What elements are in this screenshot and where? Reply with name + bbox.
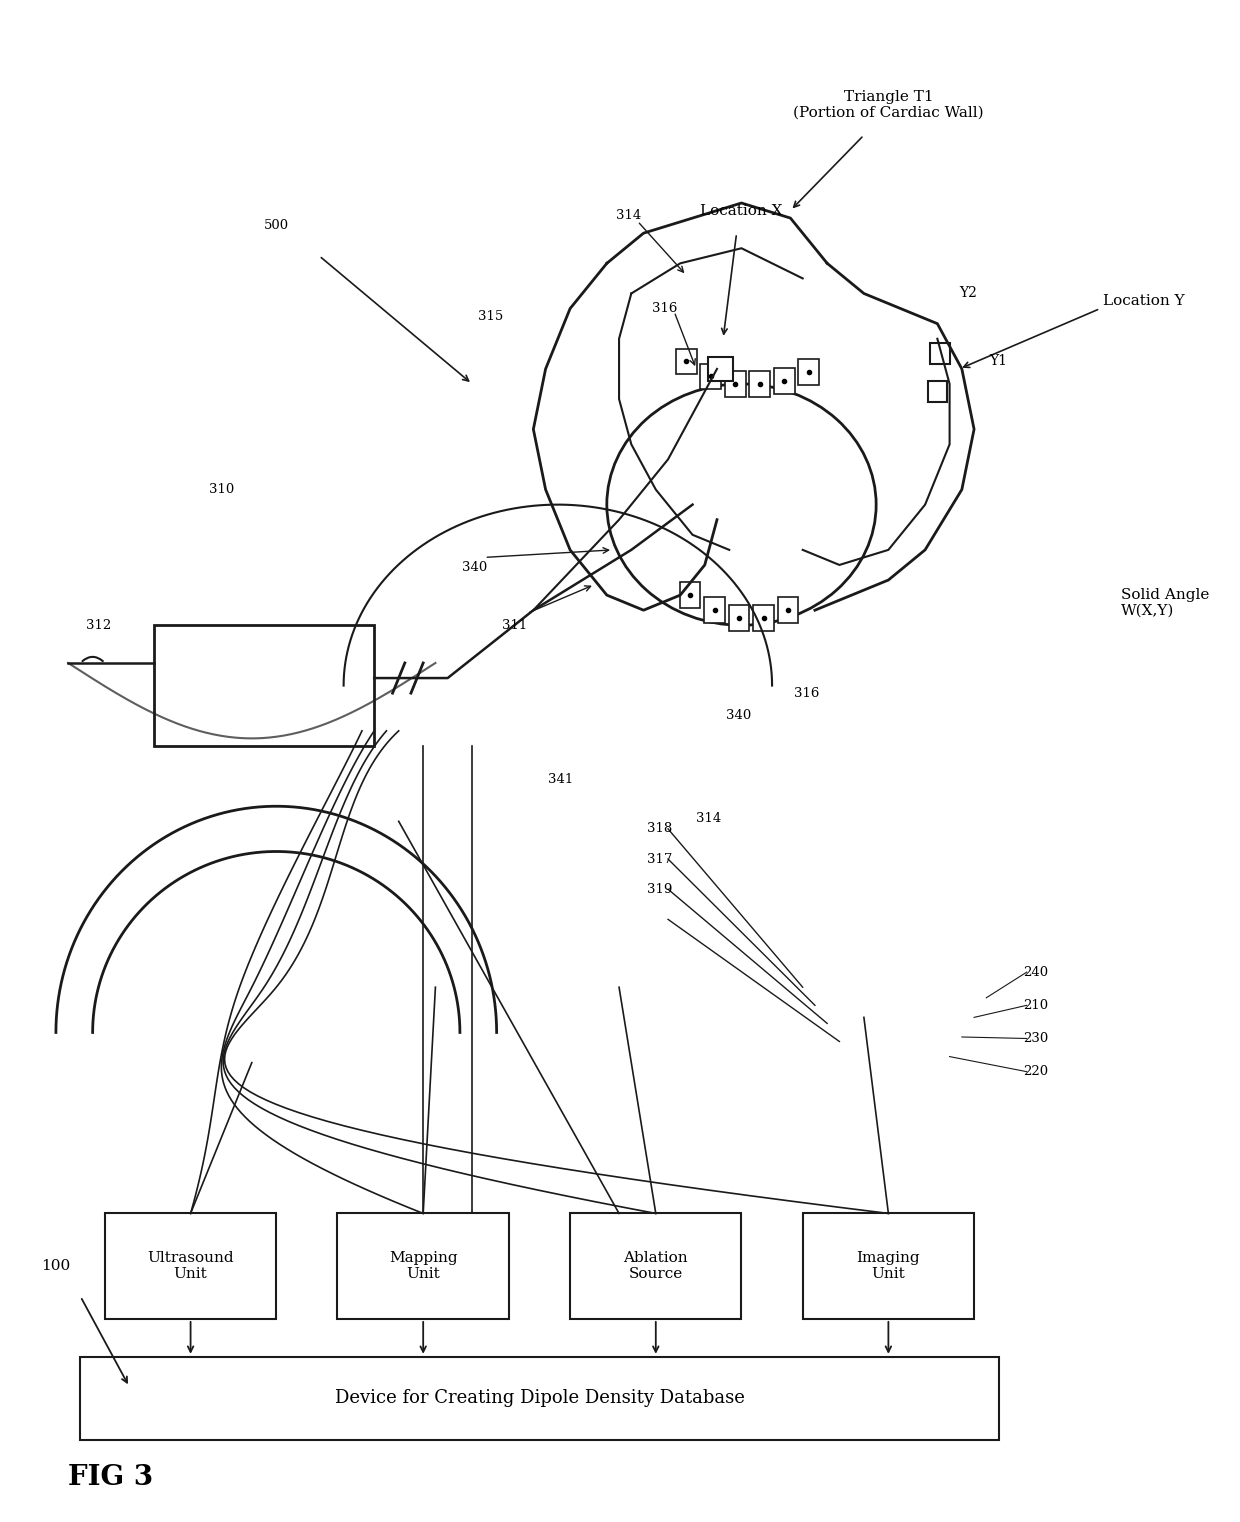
Text: 316: 316 — [794, 686, 820, 700]
Text: 340: 340 — [463, 562, 487, 574]
Text: Device for Creating Dipole Density Database: Device for Creating Dipole Density Datab… — [335, 1390, 744, 1408]
FancyBboxPatch shape — [81, 1356, 998, 1440]
FancyBboxPatch shape — [154, 626, 374, 746]
Text: Location X: Location X — [701, 204, 782, 218]
Text: Mapping
Unit: Mapping Unit — [389, 1251, 458, 1282]
Bar — [928, 380, 947, 402]
Text: 220: 220 — [1023, 1065, 1048, 1078]
Text: Location Y: Location Y — [1102, 294, 1184, 307]
Text: Triangle T1
(Portion of Cardiac Wall): Triangle T1 (Portion of Cardiac Wall) — [794, 90, 983, 120]
Text: 315: 315 — [477, 309, 503, 323]
Text: Solid Angle
W(X,Y): Solid Angle W(X,Y) — [1121, 587, 1209, 618]
Text: Y1: Y1 — [990, 355, 1008, 368]
Text: 500: 500 — [264, 219, 289, 233]
FancyBboxPatch shape — [105, 1213, 277, 1320]
Bar — [708, 356, 733, 380]
Text: 230: 230 — [1023, 1032, 1048, 1046]
Text: Ultrasound
Unit: Ultrasound Unit — [148, 1251, 234, 1282]
FancyBboxPatch shape — [802, 1213, 975, 1320]
Text: 310: 310 — [208, 482, 234, 496]
Text: 210: 210 — [1023, 998, 1048, 1012]
Text: 319: 319 — [647, 883, 672, 895]
Text: FIG 3: FIG 3 — [68, 1464, 154, 1492]
Text: Y2: Y2 — [959, 286, 977, 300]
Text: 340: 340 — [727, 709, 751, 723]
Bar — [930, 344, 950, 364]
Text: 100: 100 — [41, 1259, 71, 1274]
Text: 314: 314 — [616, 209, 641, 222]
Text: 318: 318 — [647, 822, 672, 836]
Text: 341: 341 — [548, 773, 573, 785]
Text: 312: 312 — [86, 619, 112, 632]
FancyBboxPatch shape — [570, 1213, 742, 1320]
FancyBboxPatch shape — [337, 1213, 508, 1320]
Text: 317: 317 — [647, 852, 672, 866]
Text: 316: 316 — [652, 301, 677, 315]
Text: 314: 314 — [696, 811, 720, 825]
Text: 240: 240 — [1023, 965, 1048, 979]
Text: Ablation
Source: Ablation Source — [624, 1251, 688, 1282]
Text: Imaging
Unit: Imaging Unit — [857, 1251, 920, 1282]
Text: 311: 311 — [502, 619, 528, 632]
